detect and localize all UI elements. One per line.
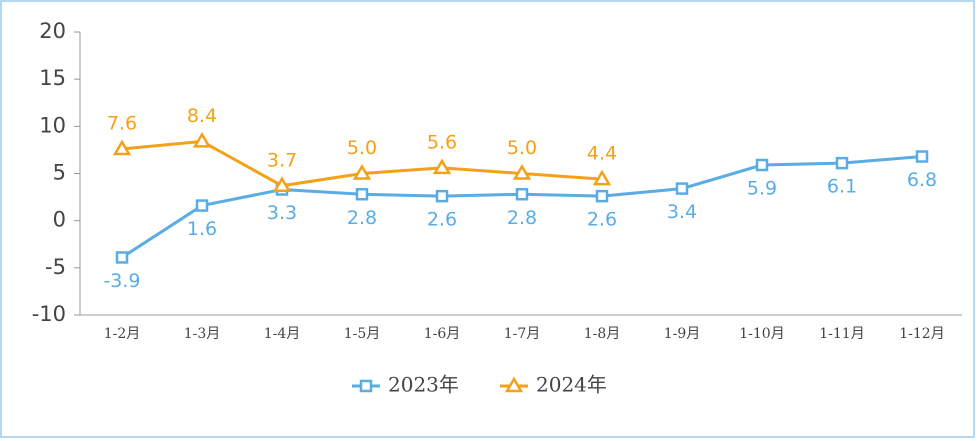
value-label: 2.8 — [507, 207, 537, 229]
point — [595, 189, 609, 203]
value-label: 2.8 — [347, 207, 377, 229]
point — [435, 189, 449, 203]
y-tick-label: -5 — [45, 255, 66, 279]
point — [915, 150, 929, 163]
point — [192, 131, 212, 148]
x-tick-label: 1-3月 — [184, 326, 221, 342]
legend-marker — [504, 376, 524, 393]
value-label: 8.4 — [187, 105, 217, 127]
value-label: 5.9 — [747, 178, 777, 200]
legend-label: 2024年 — [536, 373, 607, 397]
y-tick-label: 5 — [53, 161, 66, 185]
value-label: 6.8 — [907, 169, 937, 191]
x-tick-label: 1-8月 — [584, 326, 621, 342]
x-tick-label: 1-4月 — [264, 326, 301, 342]
value-label: 2.6 — [427, 209, 457, 231]
point — [272, 176, 292, 193]
point — [515, 188, 529, 201]
x-tick-label: 1-12月 — [899, 326, 944, 342]
x-tick-label: 1-6月 — [424, 326, 461, 342]
x-tick-label: 1-9月 — [664, 326, 701, 342]
value-label: 3.7 — [267, 149, 297, 171]
x-tick-label: 1-10月 — [739, 326, 784, 342]
value-label: 6.1 — [827, 176, 857, 198]
value-label: 7.6 — [107, 112, 137, 134]
value-label: 5.0 — [347, 137, 377, 159]
point — [432, 158, 452, 175]
legend-marker — [359, 379, 373, 393]
y-tick-label: 20 — [39, 19, 66, 43]
value-label: 5.6 — [427, 131, 457, 153]
point — [675, 182, 689, 195]
legend-label: 2023年 — [388, 373, 459, 397]
value-label: 3.3 — [267, 202, 297, 224]
value-label: 3.4 — [667, 201, 697, 223]
y-tick-label: -10 — [32, 302, 66, 326]
value-label: 5.0 — [507, 137, 537, 159]
value-label: 2.6 — [587, 209, 617, 231]
point — [352, 164, 372, 180]
point — [755, 158, 769, 172]
x-tick-label: 1-7月 — [504, 326, 541, 342]
x-tick-label: 1-11月 — [819, 326, 864, 342]
point — [115, 251, 129, 264]
value-label: 1.6 — [187, 218, 217, 240]
point — [592, 169, 612, 186]
point — [112, 139, 132, 156]
point — [195, 199, 209, 212]
y-tick-label: 15 — [39, 66, 66, 90]
y-tick-label: 10 — [39, 113, 66, 137]
point — [355, 188, 369, 201]
point — [512, 164, 532, 180]
point — [835, 156, 849, 170]
x-tick-label: 1-2月 — [104, 326, 141, 342]
y-tick-label: 0 — [53, 208, 66, 232]
value-label: -3.9 — [103, 270, 140, 292]
value-label: 4.4 — [587, 143, 617, 165]
x-tick-label: 1-5月 — [344, 326, 381, 342]
